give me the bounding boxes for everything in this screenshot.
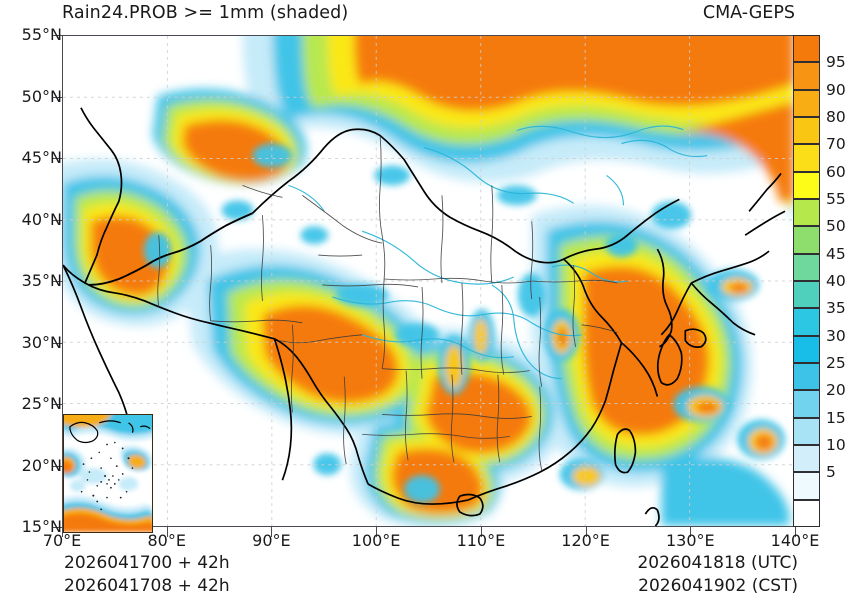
colorbar-band [793,499,820,527]
china-national-border [88,212,253,286]
ytick-mark [52,465,62,467]
ytick-label: 45°N [21,148,62,167]
model-label: CMA-GEPS [702,3,795,23]
colorbar-band [793,144,820,172]
colorbar-tick-label: 35 [826,299,846,318]
ytick-mark [52,527,62,528]
ytick-mark [52,219,62,221]
probability-speckles [143,143,786,504]
colorbar-tick-label: 20 [826,381,846,400]
colorbar-band [793,199,820,227]
ytick-label: 25°N [21,394,62,413]
page-title: Rain24.PROB >= 1mm (shaded) [62,3,349,23]
ytick-mark [52,281,62,282]
colorbar-band [793,89,820,117]
ytick-mark [52,35,62,36]
ytick-label: 30°N [21,332,62,352]
xtick-mark [690,527,692,537]
colorbar-tick-label: 25 [826,354,846,372]
colorbar-tick-label: 55 [826,190,846,208]
footer-valid-time-cst: 2026041902 (CST) [638,576,798,596]
colorbar-band [793,472,820,500]
colorbar-band [793,281,820,309]
colorbar-tick-label: 40 [826,272,846,290]
colorbar-band [793,253,820,281]
colorbar-tick-label: 80 [826,108,846,126]
ytick-label: 55°N [21,25,62,44]
province-boundaries [157,135,618,471]
footer-init-time-utc: 2026041700 + 42h [64,553,230,573]
ytick-label: 15°N [21,517,62,536]
colorbar-tick-label: 30 [826,326,846,345]
colorbar-band [793,363,820,391]
xtick-label: 120°E [561,531,610,550]
xtick-label: 70°E [42,531,82,550]
xtick-label: 110°E [456,531,506,550]
ytick-label: 35°N [21,271,62,290]
colorbar-tick-label: 10 [826,436,846,454]
colorbar-band [793,417,820,445]
map-plot-area[interactable] [62,35,795,527]
colorbar-band [793,390,820,418]
ytick-label: 20°N [21,455,62,475]
precipitation-probability-map [63,36,794,526]
colorbar-tick-label: 70 [826,135,846,154]
ytick-mark [52,342,62,344]
colorbar-band [793,308,820,336]
colorbar-tick-label: 5 [826,463,836,482]
colorbar-band [793,171,820,199]
colorbar-tick-label: 15 [826,408,846,427]
colorbar-tick-label: 60 [826,162,846,181]
colorbar-band [793,62,820,90]
rivers-layer [288,125,708,380]
xtick-mark [585,527,587,537]
xtick-mark [271,527,273,537]
south-china-sea-inset[interactable] [63,414,153,533]
footer-valid-time-utc: 2026041818 (UTC) [637,553,798,573]
xtick-label: 130°E [665,531,715,550]
xtick-mark [795,527,796,537]
ytick-mark [52,404,62,405]
colorbar-tick-label: 95 [826,53,846,72]
xtick-label: 90°E [252,531,291,550]
colorbar-tick-label: 90 [826,80,846,99]
colorbar-tick-label: 50 [826,217,846,236]
xtick-mark [62,527,63,537]
colorbar-band [793,335,820,363]
xtick-mark [376,527,378,537]
colorbar-band [793,226,820,254]
xtick-label: 80°E [147,531,186,550]
inset-map [64,415,152,532]
xtick-label: 100°E [351,531,401,550]
footer-init-time-cst: 2026041708 + 42h [64,576,230,596]
ytick-label: 40°N [21,209,62,229]
colorbar[interactable]: 95 90 80 70 60 55 50 45 40 35 30 25 20 15 10 5 [793,35,846,527]
ytick-mark [52,158,62,159]
colorbar-band [793,35,820,63]
xtick-mark [480,527,482,537]
xtick-mark [166,527,168,537]
ytick-mark [52,96,62,98]
map-gridlines [63,36,794,526]
xtick-label: 140°E [770,531,820,550]
colorbar-tick-label: 45 [826,244,846,263]
colorbar-band [793,445,820,473]
colorbar-band [793,117,820,145]
ytick-label: 50°N [21,86,62,106]
